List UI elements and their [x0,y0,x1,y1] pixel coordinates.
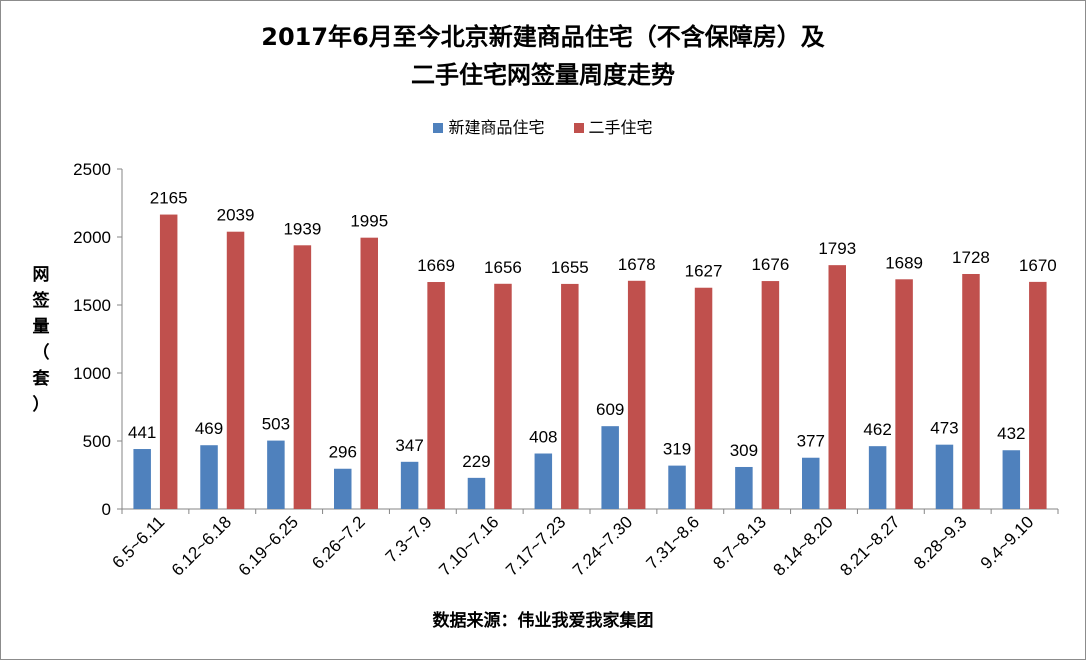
bar-new-homes [735,466,753,509]
data-source-note: 数据来源：伟业我爱我家集团 [432,611,654,631]
legend-item-new-homes: 新建商品住宅 [433,114,544,138]
data-label-resale-homes: 1793 [818,239,856,258]
data-label-new-homes: 432 [997,424,1025,443]
x-category-label: 6.12~6.18 [168,512,235,579]
legend-swatch-resale-homes [573,123,584,133]
chart-title-line2: 二手住宅网签量周度走势 [411,61,675,89]
data-label-new-homes: 609 [596,400,624,419]
data-label-new-homes: 377 [797,432,825,451]
x-category-label: 6.5~6.11 [109,512,169,572]
data-label-new-homes: 296 [329,443,357,462]
bar-new-homes [133,449,151,509]
bar-new-homes [868,446,887,509]
y-axis-title-char: 量 [32,317,50,337]
bar-new-homes [534,453,553,509]
bar-resale-homes [427,282,445,509]
legend-label-new-homes: 新建商品住宅 [448,118,545,137]
data-label-new-homes: 319 [663,440,691,459]
data-label-resale-homes: 1670 [1019,256,1057,275]
bar-resale-homes [895,279,913,509]
data-label-resale-homes: 1655 [551,258,589,277]
bar-new-homes [200,445,218,509]
x-category-label: 7.17~7.23 [502,512,569,579]
bar-resale-homes [962,273,980,509]
data-label-resale-homes: 1656 [484,258,522,277]
data-label-new-homes: 229 [462,452,490,471]
bar-new-homes [668,465,686,509]
data-label-new-homes: 469 [195,419,223,438]
bar-resale-homes [828,265,846,509]
bar-new-homes [334,468,352,509]
y-axis-title-char: ） [32,395,50,415]
bar-new-homes [802,457,820,509]
bar-new-homes [467,477,486,509]
data-label-resale-homes: 2039 [217,206,255,225]
chart-title: 2017年6月至今北京新建商品住宅（不含保障房）及 二手住宅网签量周度走势 [0,18,1086,94]
x-category-label: 7.10~7.16 [435,512,502,579]
x-category-label: 8.14~8.20 [770,512,837,579]
x-category-label: 8.28~9.3 [910,512,971,573]
y-tick-label: 500 [83,432,111,451]
y-axis-title: 网 签 量 （ 套 ） [28,262,54,418]
bar-new-homes [601,426,619,509]
y-axis-title-char: 网 [32,265,50,285]
x-category-label: 8.21~8.27 [836,512,903,579]
data-label-resale-homes: 1669 [417,256,455,275]
x-category-label: 7.3~7.9 [382,512,436,566]
bar-resale-homes [494,283,512,509]
bar-new-homes [1002,450,1021,509]
legend-item-resale-homes: 二手住宅 [573,114,653,138]
data-label-resale-homes: 1678 [618,255,656,274]
bar-resale-homes [159,214,178,509]
data-label-new-homes: 503 [262,415,290,434]
legend-label-resale-homes: 二手住宅 [588,118,653,137]
bar-resale-homes [1029,281,1047,509]
y-axis-title-char: 签 [32,291,50,311]
bar-resale-homes [293,245,312,509]
data-label-new-homes: 441 [128,423,156,442]
data-label-resale-homes: 1627 [685,262,723,281]
data-label-new-homes: 462 [863,420,891,439]
data-label-new-homes: 408 [529,428,557,447]
data-label-new-homes: 473 [930,419,958,438]
data-label-resale-homes: 1676 [751,255,789,274]
y-tick-label: 0 [102,500,111,519]
x-category-label: 6.19~6.25 [235,512,302,579]
bar-resale-homes [694,287,713,509]
x-category-label: 8.7~8.13 [709,512,770,573]
bar-resale-homes [627,280,646,509]
y-axis-title-char: 套 [32,369,50,389]
x-category-label: 7.24~7.30 [569,512,636,579]
y-tick-label: 2500 [73,160,111,179]
data-label-resale-homes: 2165 [150,189,188,208]
data-label-new-homes: 309 [730,441,758,460]
data-label-new-homes: 347 [395,436,423,455]
y-tick-label: 2000 [73,228,111,247]
bar-resale-homes [761,281,780,509]
chart-title-line1: 2017年6月至今北京新建商品住宅（不含保障房）及 [261,23,825,51]
data-label-resale-homes: 1995 [350,212,388,231]
data-label-resale-homes: 1689 [885,253,923,272]
data-label-resale-homes: 1939 [283,219,321,238]
bar-resale-homes [226,231,245,510]
bar-resale-homes [561,283,579,509]
y-axis-title-char: （ [32,343,50,363]
x-category-label: 6.26~7.2 [308,512,369,573]
y-tick-label: 1000 [73,364,111,383]
bar-new-homes [935,444,954,509]
legend-swatch-new-homes [433,123,444,133]
x-category-label: 9.4~9.10 [977,512,1038,573]
data-label-resale-homes: 1728 [952,248,990,267]
bar-resale-homes [360,237,378,509]
bar-new-homes [267,440,285,509]
bar-new-homes [400,461,419,509]
x-category-label: 7.31~8.6 [643,512,704,573]
y-tick-label: 1500 [73,296,111,315]
chart-legend: 新建商品住宅 二手住宅 [0,114,1086,138]
